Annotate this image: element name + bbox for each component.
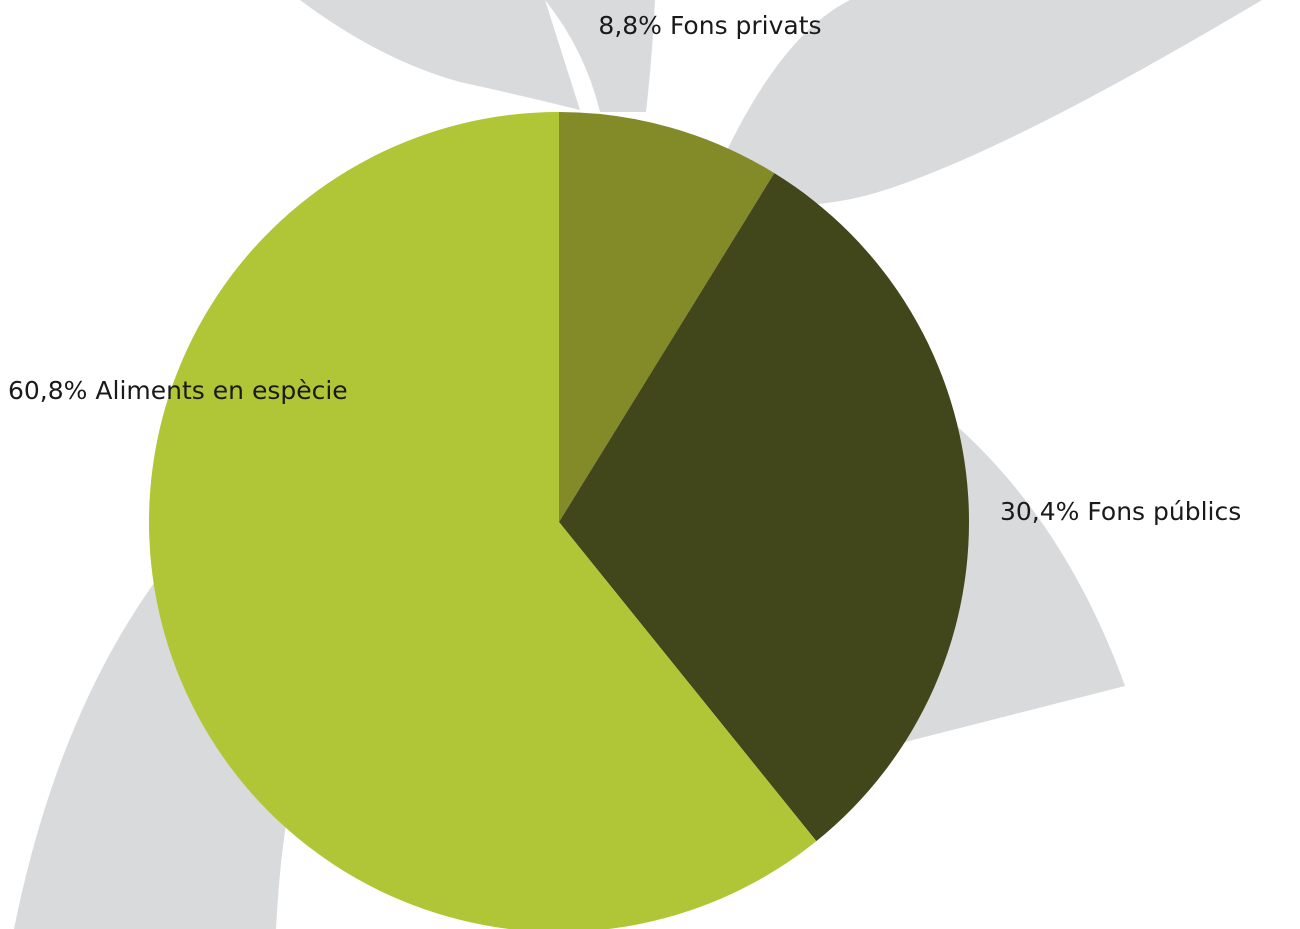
decor-shape [300,0,580,110]
category-label: Fons privats [670,11,822,40]
pie-slice [559,112,775,522]
slice-label: 60,8% Aliments en espècie [8,376,348,405]
decor-shape [14,555,292,929]
category-label: Fons públics [1087,497,1241,526]
pie-slice [559,173,969,842]
slice-label: 8,8% Fons privats [598,11,821,40]
pie-slice [149,112,817,929]
slice-label: 30,4% Fons públics [1000,497,1241,526]
value-label: 30,4% [1000,497,1079,526]
labels: 8,8% Fons privats 30,4% Fons públics 60,8% Al… [8,11,1241,526]
value-label: 60,8% [8,376,87,405]
decor-shape [720,0,1262,206]
value-label: 8,8% [598,11,662,40]
category-label: Aliments en espècie [95,376,347,405]
decor-shape [545,0,655,112]
pie [149,112,969,929]
